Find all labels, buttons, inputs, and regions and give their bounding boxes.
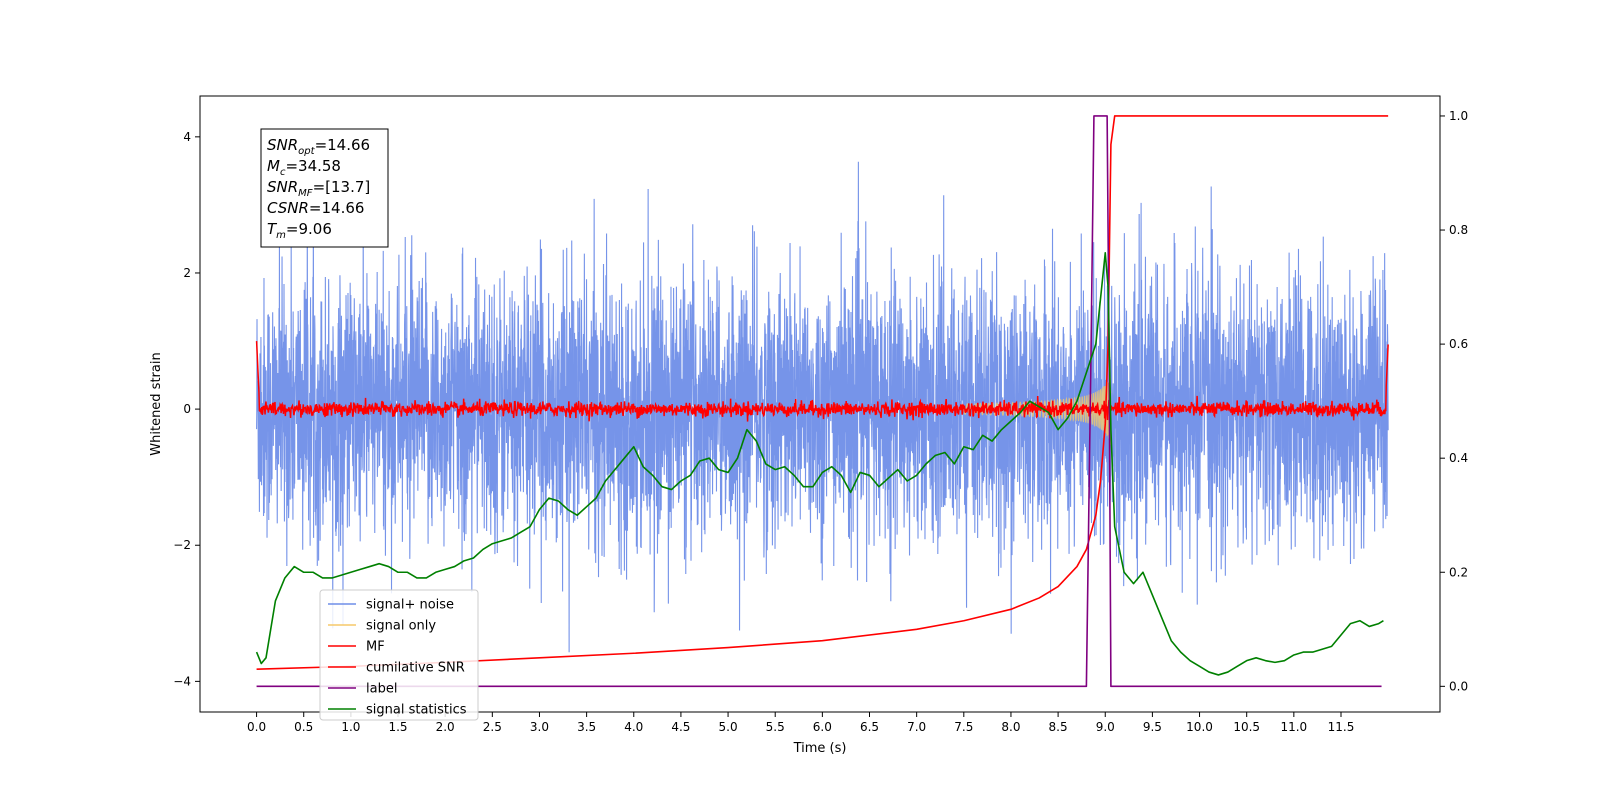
x-axis-label: Time (s): [793, 741, 847, 756]
x-tick-label: 3.0: [530, 720, 549, 734]
legend-label: label: [366, 682, 397, 697]
axes-frame: [199, 95, 1441, 713]
y2-tick-label: 0.0: [1449, 679, 1468, 693]
annotation-line: CSNR=14.66: [267, 199, 364, 217]
x-tick-label: 7.0: [907, 720, 926, 734]
x-tick-label: 0.5: [294, 720, 313, 734]
x-tick-label: 7.5: [954, 720, 973, 734]
annotation-line: Mc=34.58: [267, 157, 341, 178]
y2-tick-label: 1.0: [1449, 109, 1468, 123]
x-tick-label: 4.5: [671, 720, 690, 734]
legend-frame: [319, 589, 479, 721]
signal-plus-noise-line: [256, 161, 1389, 653]
y2-tick-label: 0.8: [1449, 223, 1468, 237]
x-tick-label: 3.5: [577, 720, 596, 734]
y-tick-label: −2: [173, 538, 191, 552]
y-axis-label: Whitened strain: [149, 352, 164, 455]
x-tick-label: 1.5: [388, 720, 407, 734]
legend-label: signal statistics: [366, 703, 467, 718]
x-tick-label: 5.0: [719, 720, 738, 734]
legend-label: cumilative SNR: [366, 661, 465, 676]
x-tick-label: 6.0: [813, 720, 832, 734]
mf-line: [255, 341, 1389, 422]
series-signal-plus-noise: [256, 161, 1389, 653]
x-axis-ticks: 0.0 0.5 1.0 1.5 2.0 2.5 3.0 3.5 4.0 4.5 5.0 5.5 6.0 6…: [247, 712, 1354, 734]
label-line: [256, 115, 1382, 688]
x-tick-label: 5.5: [766, 720, 785, 734]
x-tick-label: 6.5: [860, 720, 879, 734]
legend-label: signal only: [366, 619, 436, 634]
cumilative-snr-line: [256, 115, 1389, 671]
x-tick-label: 8.0: [1001, 720, 1020, 734]
x-tick-label: 2.5: [483, 720, 502, 734]
annotation-frame: [260, 128, 389, 248]
x-tick-label: 0.0: [247, 720, 266, 734]
x-tick-label: 9.5: [1143, 720, 1162, 734]
series-label: [256, 115, 1382, 688]
y-tick-label: 2: [183, 266, 191, 280]
x-tick-label: 10.5: [1233, 720, 1260, 734]
y2-axis-ticks: 1.0 0.8 0.6 0.4 0.2 0.0: [1440, 109, 1468, 693]
signal-statistics-line: [255, 252, 1384, 676]
plot-area: [255, 115, 1389, 688]
legend-label: MF: [366, 640, 385, 655]
annotation-line: SNRMF=[13.7]: [267, 178, 370, 199]
x-tick-label: 8.5: [1049, 720, 1068, 734]
x-tick-label: 9.0: [1096, 720, 1115, 734]
x-tick-label: 11.0: [1280, 720, 1307, 734]
x-tick-label: 4.0: [624, 720, 643, 734]
y2-tick-label: 0.6: [1449, 337, 1468, 351]
legend: signal+ noise signal only MF cumilative SNR…: [319, 589, 479, 721]
series-signal-statistics: [255, 252, 1384, 676]
y2-tick-label: 0.4: [1449, 451, 1468, 465]
annotation-box: SNRopt=14.66Mc=34.58SNRMF=[13.7]CSNR=14.…: [260, 128, 389, 248]
x-tick-label: 2.0: [436, 720, 455, 734]
legend-label: signal+ noise: [366, 598, 454, 613]
x-tick-label: 1.0: [341, 720, 360, 734]
y2-tick-label: 0.2: [1449, 565, 1468, 579]
series-mf: [255, 341, 1389, 422]
y-tick-label: −4: [173, 674, 191, 688]
y-tick-label: 0: [183, 402, 191, 416]
x-tick-label: 11.5: [1328, 720, 1355, 734]
annotation-line: Tm=9.06: [267, 220, 332, 241]
series-cumilative-snr: [256, 115, 1389, 671]
x-tick-label: 10.0: [1186, 720, 1213, 734]
y-axis-ticks: 4 2 0 −2 −4: [173, 130, 200, 688]
annotation-line: SNRopt=14.66: [267, 136, 370, 157]
y-tick-label: 4: [183, 130, 191, 144]
